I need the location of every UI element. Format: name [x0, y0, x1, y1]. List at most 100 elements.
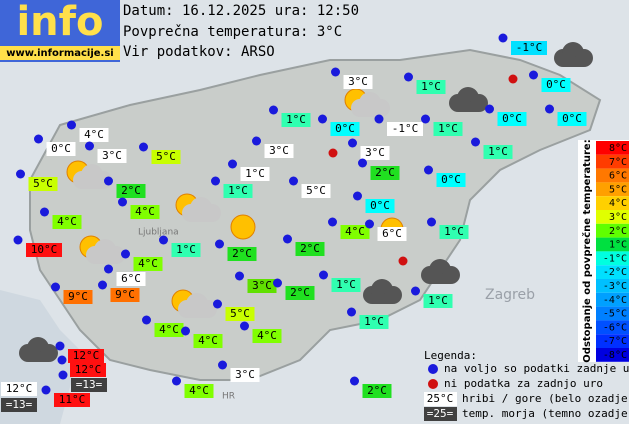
- station-dot: [67, 120, 76, 130]
- scale-cell: [596, 210, 629, 224]
- station-dot: [269, 105, 278, 115]
- scale-cell: [596, 141, 629, 155]
- station-dot: [319, 270, 328, 280]
- station-label: 1°C: [364, 315, 384, 328]
- station-dot: [347, 307, 356, 317]
- scale-cell: [596, 154, 629, 169]
- station-label-box: [54, 393, 90, 407]
- scale-label: -5°C: [603, 309, 627, 320]
- station-label-box: [225, 307, 255, 321]
- station-dot: [485, 104, 494, 114]
- station-dot: [348, 138, 357, 148]
- station-label-box: [436, 173, 466, 187]
- station-label: 2°C: [300, 242, 320, 255]
- station-label-box: [285, 286, 315, 300]
- station-label: 2°C: [367, 384, 387, 397]
- station-label-box: [541, 78, 571, 92]
- station-label: =13=: [76, 378, 103, 391]
- scale-title: Odstopanje od povprečne temperature:: [581, 139, 593, 362]
- legend-sample-text: 25°C: [427, 392, 454, 405]
- station-label-box: [71, 378, 107, 392]
- station-label-box: [46, 142, 76, 156]
- station-dot: [34, 134, 43, 144]
- station-label-box: [116, 272, 146, 286]
- logo-url: www.informacije.si: [6, 48, 114, 59]
- station-label-box: [240, 167, 270, 181]
- station-label-box: [295, 242, 325, 256]
- station-dot: [545, 104, 554, 114]
- scale-label: -8°C: [603, 350, 627, 361]
- station-dot: [529, 70, 538, 80]
- scale-cell: [596, 265, 629, 279]
- station-label-box: [340, 225, 370, 239]
- station-label: 5°C: [230, 307, 250, 320]
- station-label-box: [330, 122, 360, 136]
- station-label-box: [63, 290, 93, 304]
- station-label: 2°C: [232, 247, 252, 260]
- scale-cell: [596, 348, 629, 362]
- station-label-box: [79, 128, 109, 142]
- station-label-box: [154, 323, 184, 337]
- station-label-box: [230, 368, 260, 382]
- scale-cell: [596, 292, 629, 307]
- scale-label: -3°C: [603, 281, 627, 292]
- station-label: 2°C: [121, 184, 141, 197]
- station-label: 4°C: [198, 334, 218, 347]
- station-dot: [421, 114, 430, 124]
- legend-dot: [428, 379, 438, 389]
- station-label: 10°C: [31, 243, 58, 256]
- station-label: 1°C: [245, 167, 265, 180]
- station-label-box: [110, 288, 140, 302]
- station-dot: [159, 235, 168, 245]
- station-label-box: [130, 205, 160, 219]
- station-label: 0°C: [335, 122, 355, 135]
- station-label: 0°C: [546, 78, 566, 91]
- station-dot: [353, 191, 362, 201]
- station-label: 3°C: [252, 279, 272, 292]
- station-dot: [104, 176, 113, 186]
- scale-label: 7°C: [609, 157, 627, 168]
- station-label: 3°C: [348, 75, 368, 88]
- header-average: Povprečna temperatura: 3°C: [123, 24, 342, 40]
- station-dot: [218, 360, 227, 370]
- scale-cell: [596, 196, 629, 210]
- station-label-box: [70, 363, 106, 377]
- scale-label: -7°C: [603, 336, 627, 347]
- station-label-box: [151, 150, 181, 164]
- station-label: 11°C: [59, 393, 86, 406]
- station-label-box: [281, 113, 311, 127]
- station-label-box: [387, 122, 423, 136]
- station-dot: [358, 158, 367, 168]
- station-dot: [235, 271, 244, 281]
- scale-label: 2°C: [609, 226, 627, 237]
- station-label-box: [416, 80, 446, 94]
- station-label: -1°C: [392, 122, 419, 135]
- station-dot: [350, 376, 359, 386]
- header-source: Vir podatkov: ARSO: [123, 44, 275, 60]
- scale-label: 4°C: [609, 198, 627, 209]
- station-label-box: [497, 112, 527, 126]
- scale-cell: [596, 306, 629, 321]
- station-dot-missing: [398, 256, 408, 266]
- station-label-box: [97, 149, 127, 163]
- station-label: 3°C: [365, 146, 385, 159]
- cloud-icon: [458, 103, 479, 112]
- station-dot: [424, 165, 433, 175]
- header-date: Datum: 16.12.2025 ura: 12:50: [123, 3, 359, 19]
- legend-sample-text: =25=: [427, 407, 454, 420]
- scale-cell: [596, 320, 629, 335]
- station-label: 1°C: [336, 278, 356, 291]
- place-label: Zagreb: [485, 287, 535, 303]
- scale-label: -6°C: [603, 322, 627, 333]
- station-label-box: [227, 247, 257, 261]
- legend-text: hribi / gore (belo ozadje): [462, 392, 629, 405]
- station-label: 1°C: [421, 80, 441, 93]
- logo-title: info: [16, 0, 103, 45]
- station-dot: [331, 67, 340, 77]
- station-dot: [252, 136, 261, 146]
- station-label-box: [28, 177, 58, 191]
- station-dot: [13, 235, 23, 245]
- legend-text: temp. morja (temno ozadje): [462, 407, 629, 420]
- station-label-box: [68, 349, 104, 363]
- scale-label: -2°C: [603, 267, 627, 278]
